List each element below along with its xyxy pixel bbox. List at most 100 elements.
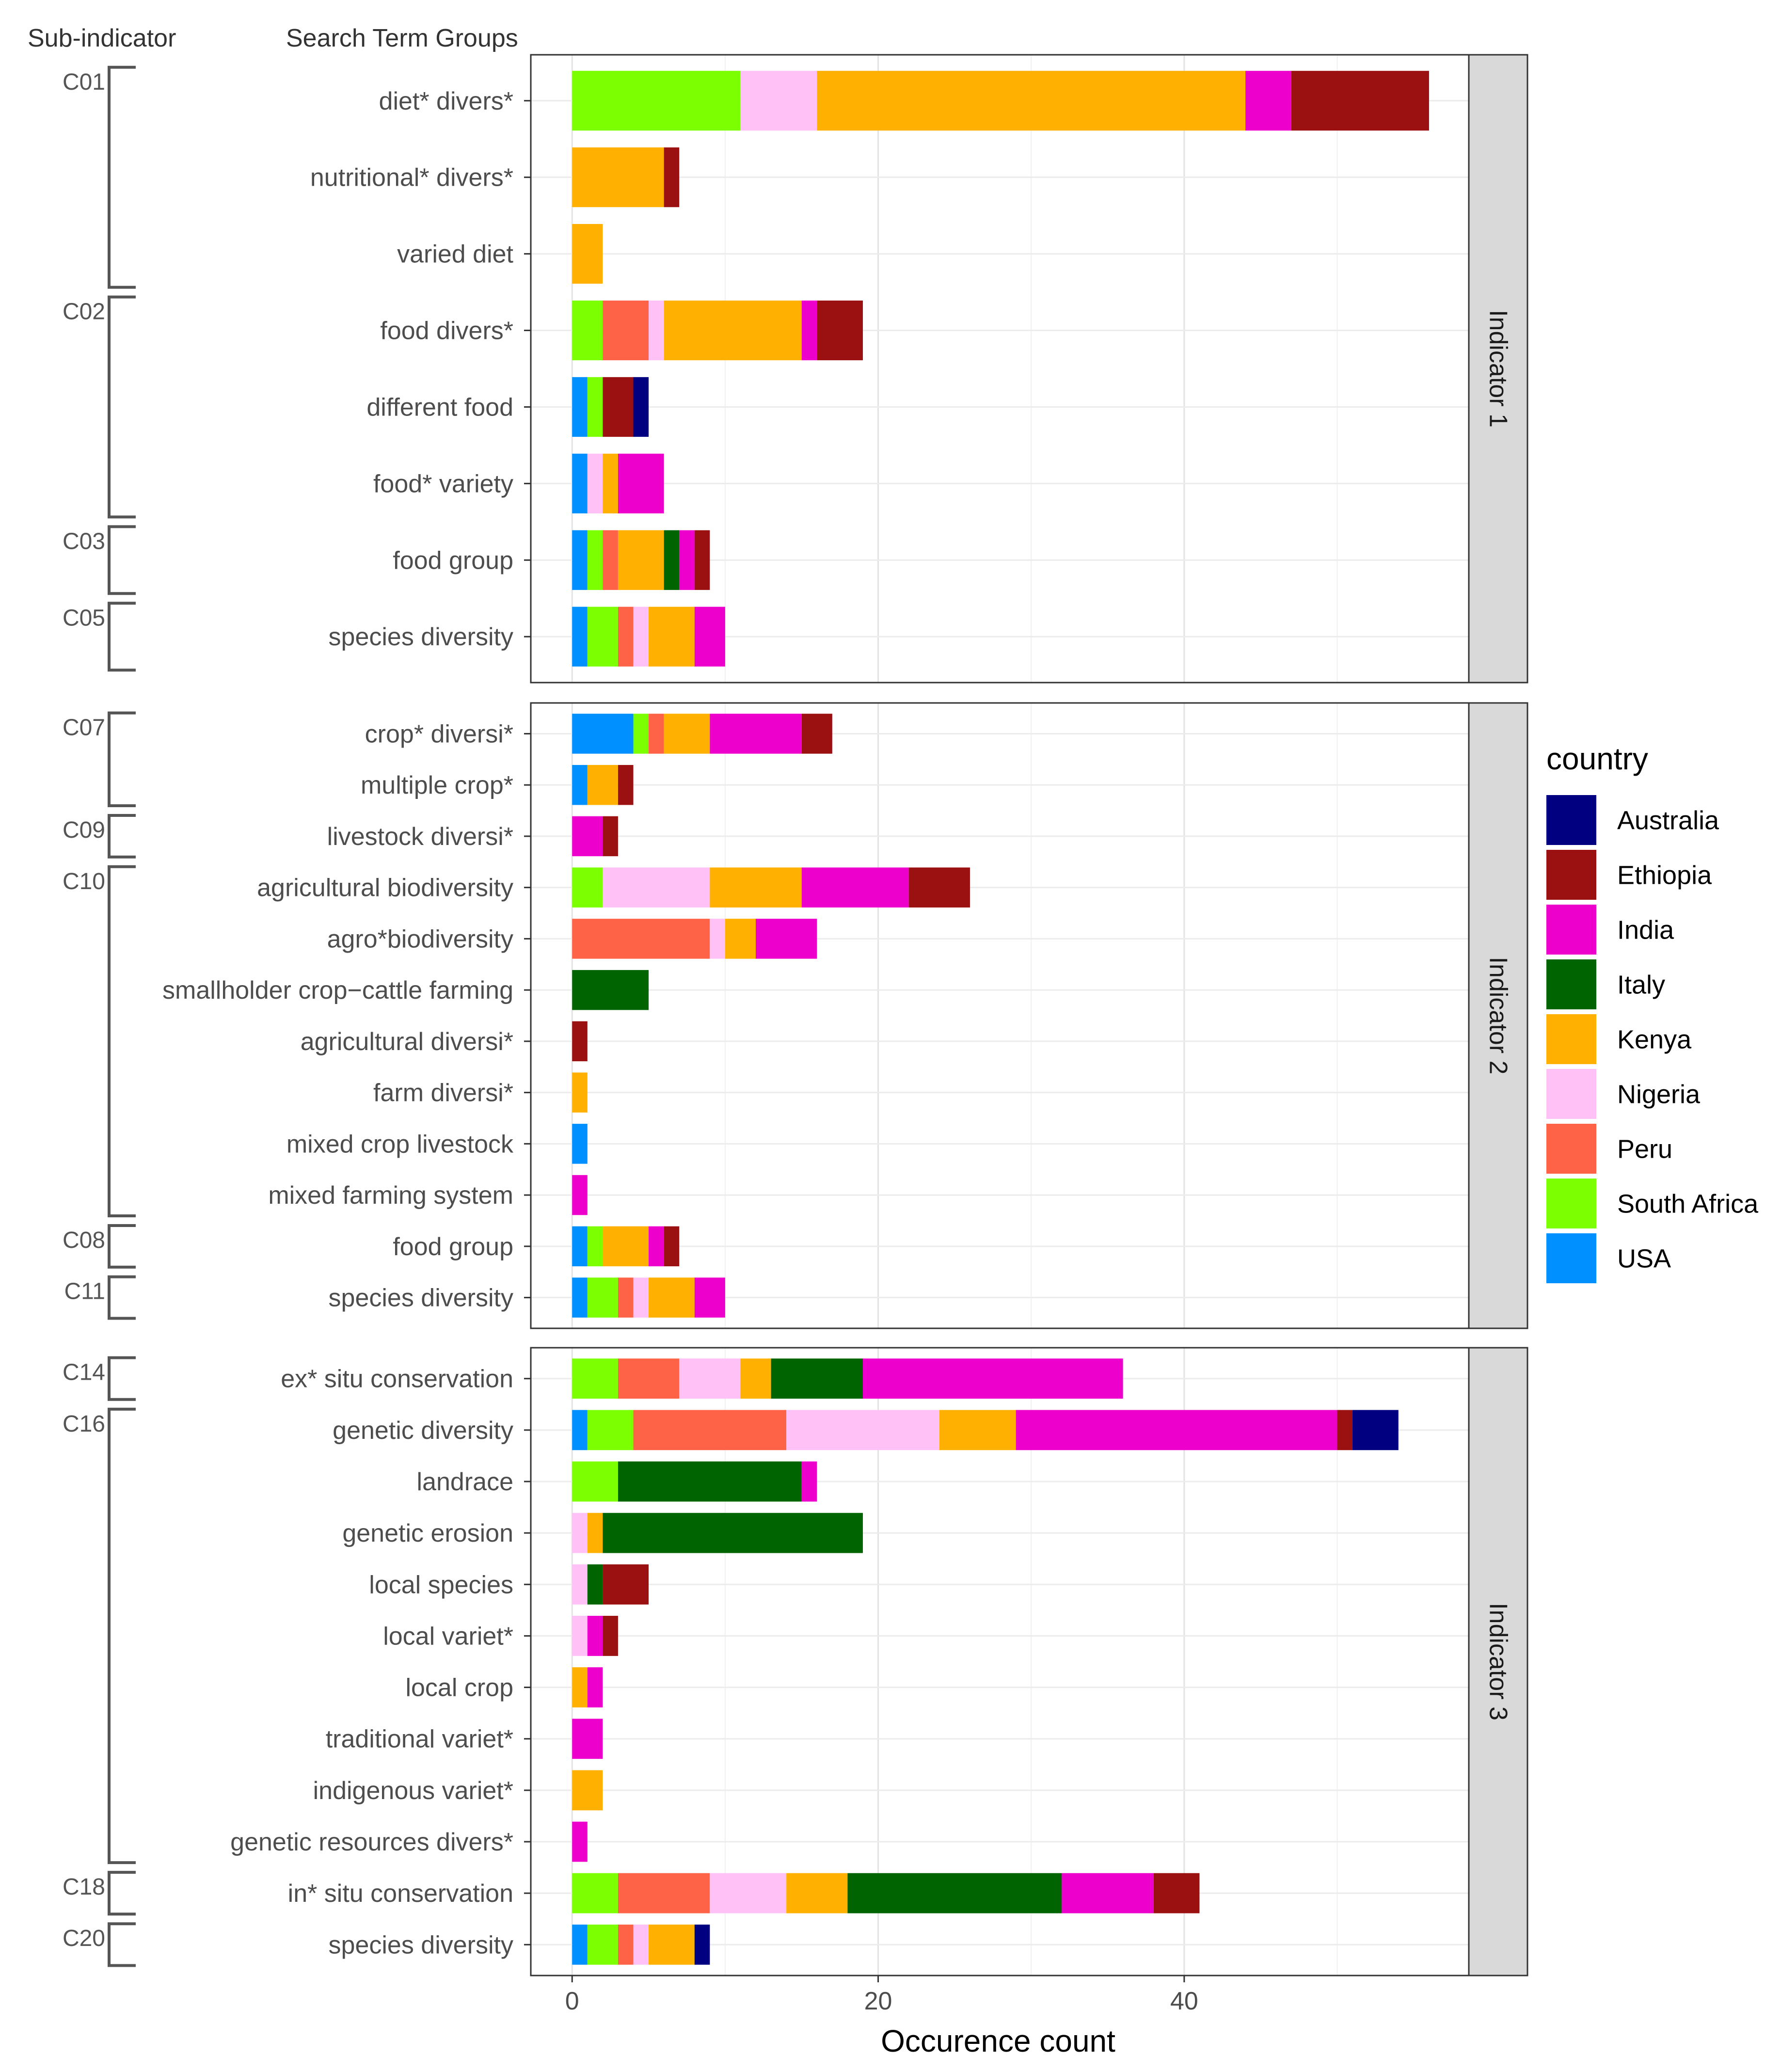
- sub-indicator-label: C03: [63, 528, 105, 554]
- sub-indicator-bracket: C01: [63, 65, 136, 289]
- bar-segment-south-africa: [572, 1461, 618, 1502]
- bar-segment-peru: [618, 1358, 680, 1399]
- bar-segment-kenya: [649, 1924, 695, 1965]
- bar-segment-australia: [694, 1924, 710, 1965]
- sub-indicator-label: C05: [63, 605, 105, 631]
- y-tick-label: ex* situ conservation: [281, 1365, 513, 1393]
- bar-segment-kenya: [817, 71, 1246, 131]
- panels: diet* divers* nutritional* divers* varied …: [63, 54, 1528, 1976]
- x-axis: 0 20 40: [565, 1976, 1198, 2015]
- y-tick-label: diet* divers*: [379, 87, 513, 115]
- bar-segment-ethiopia: [1337, 1410, 1353, 1450]
- y-tick-label: different food: [366, 393, 513, 421]
- legend-swatch: [1546, 1233, 1596, 1283]
- bar-segment-ethiopia: [1291, 71, 1429, 131]
- legend-item: Australia: [1546, 795, 1719, 845]
- y-tick-label: food group: [393, 1233, 513, 1261]
- legend-swatch: [1546, 959, 1596, 1009]
- y-tick-label: species diversity: [329, 1931, 513, 1959]
- bar-segment-india: [1016, 1410, 1337, 1450]
- bar-segment-india: [679, 530, 695, 590]
- bar-segment-peru: [633, 1410, 787, 1450]
- y-tick-label: food group: [393, 546, 513, 574]
- sub-indicator-label: C14: [63, 1360, 105, 1386]
- bar-segment-india: [862, 1358, 1123, 1399]
- bar-segment-nigeria: [679, 1358, 741, 1399]
- legend-item: Kenya: [1546, 1014, 1692, 1064]
- bar-segment-kenya: [572, 224, 603, 284]
- bar-segment-nigeria: [710, 1873, 787, 1913]
- bar-segment-kenya: [649, 606, 695, 667]
- y-tick-label: food* variety: [373, 470, 513, 498]
- y-tick-label: local crop: [405, 1674, 513, 1702]
- sub-indicator-label: C18: [63, 1874, 105, 1900]
- bar-segment-ethiopia: [603, 1616, 618, 1656]
- legend: country Australia Ethiopia India Italy Kenya…: [1546, 741, 1759, 1283]
- y-tick-label: genetic diversity: [333, 1417, 513, 1445]
- y-tick-label: mixed crop livestock: [286, 1130, 514, 1158]
- bar-segment-nigeria: [633, 1924, 649, 1965]
- sub-indicator-label: C09: [63, 817, 105, 843]
- bar-segment-nigeria: [740, 71, 817, 131]
- sub-indicator-bracket: C03: [63, 525, 136, 595]
- bar-segment-italy: [603, 1513, 863, 1553]
- y-tick-label: species diversity: [329, 1284, 513, 1312]
- facet-strip: [1468, 54, 1528, 684]
- legend-swatch: [1546, 795, 1596, 845]
- bar-segment-usa: [572, 530, 588, 590]
- sub-indicator-label: C07: [63, 715, 105, 741]
- bar-segment-kenya: [618, 530, 664, 590]
- bar-segment-usa: [572, 1924, 588, 1965]
- x-tick-label: 40: [1170, 1987, 1198, 2015]
- bar-segment-peru: [603, 530, 618, 590]
- legend-item: South Africa: [1546, 1179, 1759, 1228]
- sub-indicator-label: C08: [63, 1227, 105, 1253]
- y-tick-label: agricultural biodiversity: [257, 874, 513, 902]
- y-tick-label: mixed farming system: [268, 1181, 513, 1210]
- bracket-line: [108, 1275, 136, 1320]
- legend-item: USA: [1546, 1233, 1671, 1283]
- bar-segment-nigeria: [649, 300, 664, 361]
- facet-strip: [1468, 1347, 1528, 1976]
- bar-segment-ethiopia: [694, 530, 710, 590]
- legend-label: Australia: [1617, 806, 1719, 835]
- bar-segment-india: [694, 606, 725, 667]
- bar-segment-kenya: [572, 1770, 603, 1811]
- bar-segment-usa: [572, 714, 634, 754]
- bracket-line: [108, 1922, 136, 1967]
- legend-item: Ethiopia: [1546, 850, 1712, 900]
- bar-segment-india: [572, 1821, 588, 1862]
- bar-segment-nigeria: [633, 606, 649, 667]
- sub-indicator-label: C02: [63, 299, 105, 325]
- bar-segment-ethiopia: [664, 1226, 680, 1267]
- y-tick-label: nutritional* divers*: [310, 164, 513, 192]
- y-tick-label: landrace: [417, 1468, 513, 1496]
- bar-segment-ethiopia: [618, 765, 634, 805]
- bar-segment-ethiopia: [664, 147, 680, 207]
- bar-segment-kenya: [603, 453, 618, 513]
- bar-segment-italy: [618, 1461, 802, 1502]
- y-tick-label: livestock diversi*: [327, 823, 513, 851]
- bar-segment-usa: [572, 1277, 588, 1318]
- sub-indicator-header: Sub-indicator: [28, 24, 176, 52]
- bar-segment-nigeria: [786, 1410, 939, 1450]
- bar-segment-south-africa: [572, 1873, 618, 1913]
- bar-segment-india: [710, 714, 802, 754]
- bar-segment-india: [801, 300, 817, 361]
- y-tick-label: agricultural diversi*: [301, 1028, 513, 1056]
- sub-indicator-bracket: C08: [63, 1224, 136, 1269]
- bar-segment-kenya: [587, 1513, 603, 1553]
- y-tick-label: farm diversi*: [373, 1079, 513, 1107]
- bar-segment-india: [1245, 71, 1291, 131]
- bar-segment-ethiopia: [603, 816, 618, 857]
- sub-indicator-label: C20: [63, 1926, 105, 1951]
- sub-indicator-label: C11: [64, 1279, 106, 1305]
- sub-indicator-bracket: C07: [63, 711, 136, 808]
- sub-indicator-label: C10: [63, 869, 105, 894]
- bar-segment-ethiopia: [1153, 1873, 1200, 1913]
- bar-segment-peru: [618, 606, 634, 667]
- panel-3: ex* situ conservation genetic diversity la…: [63, 1347, 1528, 1976]
- legend-swatch: [1546, 905, 1596, 955]
